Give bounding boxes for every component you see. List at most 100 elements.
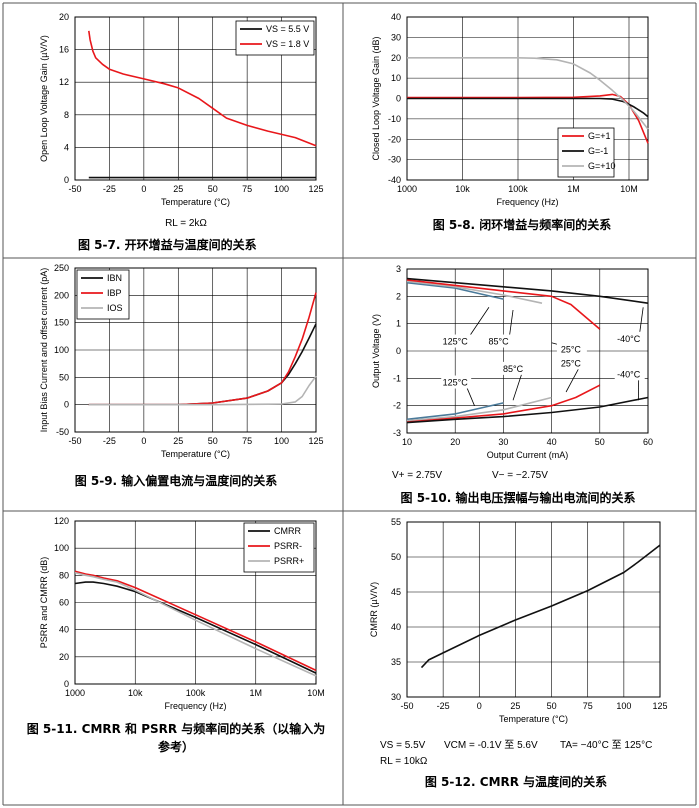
annotation-label: 85°C (489, 337, 510, 347)
note-fig10-vplus: V+ = 2.75V (392, 470, 442, 481)
annotation-bg (484, 334, 515, 348)
note-fig10-vminus: V− = −2.75V (492, 470, 548, 481)
x-tick-label: -25 (437, 701, 450, 711)
series-line-1 (88, 30, 317, 147)
caption-fig11-line2: 参考） (158, 739, 194, 754)
x-tick-label: 20 (450, 437, 460, 447)
y-tick-label: 0 (64, 679, 69, 689)
x-tick-label: 40 (547, 437, 557, 447)
note-fig7: RL = 2kΩ (165, 218, 207, 229)
legend-entry: CMRR (274, 526, 301, 536)
x-axis-title: Temperature (°C) (161, 197, 230, 207)
x-tick-label: -25 (103, 436, 116, 446)
x-tick-label: 50 (208, 436, 218, 446)
legend-entry: VS = 5.5 V (266, 24, 309, 34)
x-tick-label: 75 (583, 701, 593, 711)
series-line-2 (407, 56, 649, 130)
y-tick-label: 20 (59, 652, 69, 662)
annotation-bg (499, 361, 530, 375)
legend-box (235, 20, 315, 56)
y-tick-label: 100 (54, 543, 69, 553)
y-tick-label: 100 (54, 345, 69, 355)
annotation-bg (556, 342, 587, 356)
series-line-0 (406, 281, 504, 300)
series-line-0 (407, 93, 649, 144)
y-tick-label: 10 (391, 73, 401, 83)
y-tick-label: 20 (59, 12, 69, 22)
y-tick-label: 4 (64, 142, 69, 152)
y-axis-title: Open Loop Voltage Gain (µV/V) (39, 35, 49, 162)
y-tick-label: -20 (388, 134, 401, 144)
plot-frame (406, 268, 649, 434)
series-line-6 (406, 384, 601, 423)
x-axis-title: Temperature (°C) (499, 714, 568, 724)
x-tick-label: 50 (547, 701, 557, 711)
series-line-1 (407, 97, 649, 118)
x-tick-label: 125 (652, 701, 667, 711)
x-tick-label: 100 (274, 436, 289, 446)
y-tick-label: 35 (391, 657, 401, 667)
annotation-label: 125°C (443, 337, 469, 347)
y-tick-label: 2 (396, 291, 401, 301)
x-tick-label: -50 (68, 184, 81, 194)
y-tick-label: 0 (64, 175, 69, 185)
x-tick-label: 1M (249, 688, 262, 698)
annotation-bg (614, 367, 645, 381)
x-tick-label: 0 (141, 436, 146, 446)
x-tick-label: 50 (208, 184, 218, 194)
y-tick-label: 0 (396, 346, 401, 356)
x-tick-label: 10 (402, 437, 412, 447)
y-tick-label: 60 (59, 598, 69, 608)
y-tick-label: -40 (388, 175, 401, 185)
plot-frame (74, 267, 317, 433)
plot-frame (74, 16, 317, 181)
y-tick-label: 40 (391, 622, 401, 632)
x-tick-label: 30 (498, 437, 508, 447)
legend-entry: IBP (107, 288, 122, 298)
annotation-label: -40°C (617, 334, 641, 344)
y-tick-label: -50 (56, 427, 69, 437)
y-tick-label: 3 (396, 264, 401, 274)
y-axis-title: PSRR and CMRR (dB) (39, 557, 49, 649)
annotation-bg (556, 356, 587, 370)
y-axis-title: Output Voltage (V) (371, 314, 381, 388)
y-tick-label: 250 (54, 263, 69, 273)
annotation-label: -40°C (617, 369, 641, 379)
note-fig12-vs: VS = 5.5V (380, 740, 426, 751)
annotation-bg (614, 331, 645, 345)
series-line-2 (88, 375, 317, 406)
legend: IBN IBP IOS (76, 269, 130, 320)
legend-entry: G=+10 (588, 161, 616, 171)
x-tick-label: 100 (274, 184, 289, 194)
caption-fig8: 图 5-8. 闭环增益与频率间的关系 (433, 217, 612, 232)
series-line-3 (406, 277, 649, 304)
annotation-label: 25°C (561, 358, 582, 368)
y-axis-title: Input Bias Current and offset current (p… (39, 268, 49, 432)
y-tick-label: 0 (396, 94, 401, 104)
legend-entry: IBN (107, 273, 122, 283)
legend-entry: G=-1 (588, 146, 608, 156)
series-line-0 (74, 581, 317, 674)
annotation-label: 85°C (503, 364, 524, 374)
y-tick-label: 40 (391, 12, 401, 22)
series-line-1 (74, 570, 317, 672)
y-tick-label: -3 (393, 428, 401, 438)
plot-frame (74, 520, 317, 685)
y-tick-label: 1 (396, 319, 401, 329)
x-axis-title: Frequency (Hz) (496, 197, 558, 207)
x-tick-label: 25 (173, 184, 183, 194)
chart-fig7: -50 -25 0 25 50 75 100 125 0 4 8 12 16 20 Temperature … (39, 12, 324, 207)
legend: G=+1 G=-1 G=+10 (557, 127, 616, 178)
x-tick-label: 25 (173, 436, 183, 446)
x-tick-label: 1M (567, 184, 580, 194)
legend: CMRR PSRR- PSRR+ (243, 522, 315, 573)
x-tick-label: 75 (242, 436, 252, 446)
series-line-7 (406, 396, 649, 424)
y-tick-label: 50 (391, 552, 401, 562)
y-tick-label: 30 (391, 692, 401, 702)
x-tick-label: -50 (68, 436, 81, 446)
y-tick-label: 20 (391, 53, 401, 63)
chart-fig11: 1000 10k 100k 1M 10M 0 20 40 60 80 100 120 Frequency… (39, 516, 325, 711)
legend-entry: PSRR+ (274, 556, 304, 566)
